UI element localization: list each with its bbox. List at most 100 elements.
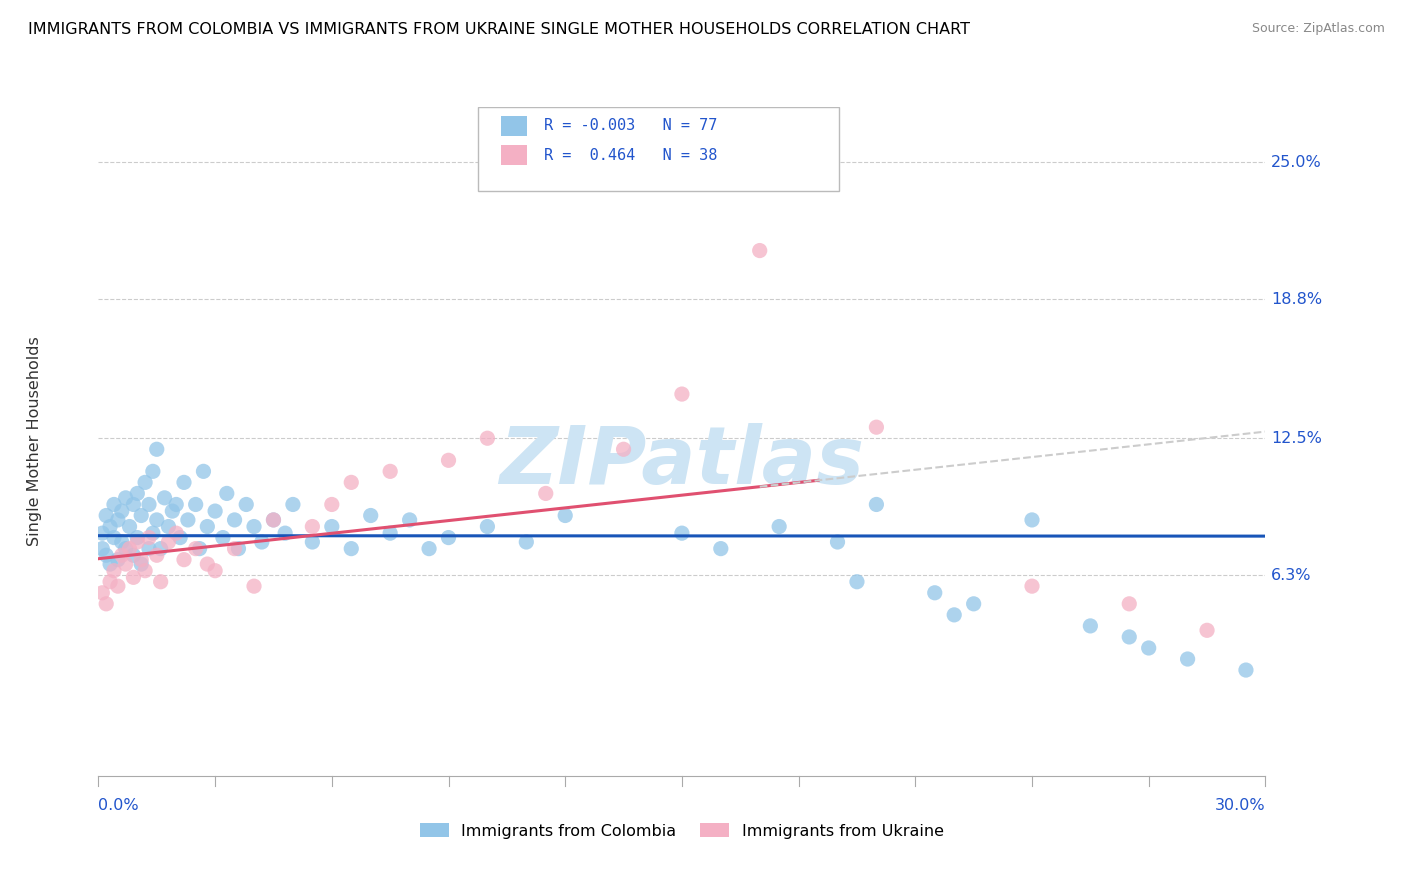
Point — [243, 519, 266, 533]
Text: 12.5%: 12.5% — [1271, 431, 1322, 446]
Point — [962, 597, 984, 611]
Point — [91, 526, 114, 541]
Point — [98, 557, 121, 571]
Point — [114, 491, 136, 505]
Text: 18.8%: 18.8% — [1271, 292, 1323, 307]
Point — [1118, 597, 1140, 611]
Text: ZIPatlas: ZIPatlas — [499, 423, 865, 500]
Point — [1137, 640, 1160, 655]
Point — [165, 498, 187, 512]
FancyBboxPatch shape — [501, 116, 527, 136]
Point — [138, 531, 160, 545]
Point — [96, 597, 118, 611]
Point — [612, 442, 634, 457]
Point — [1195, 624, 1218, 638]
Point — [195, 519, 218, 533]
Point — [173, 475, 195, 490]
Point — [111, 504, 134, 518]
Point — [122, 570, 145, 584]
Point — [748, 244, 770, 258]
Point — [1080, 619, 1102, 633]
Point — [274, 526, 297, 541]
Point — [138, 541, 160, 556]
Text: 6.3%: 6.3% — [1271, 567, 1312, 582]
Point — [91, 586, 114, 600]
Point — [224, 541, 246, 556]
Point — [127, 486, 149, 500]
Point — [204, 564, 226, 578]
Point — [671, 526, 693, 541]
Point — [173, 552, 195, 566]
Point — [96, 508, 118, 523]
Point — [224, 513, 246, 527]
Point — [127, 535, 149, 549]
Point — [250, 535, 273, 549]
Point — [129, 557, 152, 571]
Point — [184, 541, 207, 556]
Point — [1021, 513, 1043, 527]
Point — [111, 548, 134, 562]
Text: 25.0%: 25.0% — [1271, 154, 1322, 169]
Text: Single Mother Households: Single Mother Households — [27, 336, 42, 547]
Point — [107, 552, 129, 566]
Point — [169, 531, 191, 545]
Point — [142, 464, 165, 478]
Point — [515, 535, 537, 549]
Point — [188, 541, 211, 556]
Text: R = -0.003   N = 77: R = -0.003 N = 77 — [544, 119, 717, 133]
Point — [146, 548, 169, 562]
Point — [134, 564, 156, 578]
Point — [477, 519, 499, 533]
Text: IMMIGRANTS FROM COLOMBIA VS IMMIGRANTS FROM UKRAINE SINGLE MOTHER HOUSEHOLDS COR: IMMIGRANTS FROM COLOMBIA VS IMMIGRANTS F… — [28, 22, 970, 37]
Point — [340, 541, 363, 556]
Point — [340, 475, 363, 490]
Point — [360, 508, 382, 523]
Point — [103, 531, 125, 545]
Point — [96, 548, 118, 562]
Point — [114, 557, 136, 571]
Text: Source: ZipAtlas.com: Source: ZipAtlas.com — [1251, 22, 1385, 36]
Point — [215, 486, 238, 500]
Point — [98, 574, 121, 589]
Point — [437, 531, 460, 545]
Point — [1118, 630, 1140, 644]
FancyBboxPatch shape — [501, 145, 527, 165]
Point — [212, 531, 235, 545]
Point — [437, 453, 460, 467]
Point — [111, 535, 134, 549]
Point — [138, 498, 160, 512]
Point — [129, 552, 152, 566]
Point — [129, 508, 152, 523]
Point — [1234, 663, 1257, 677]
Point — [281, 498, 304, 512]
Point — [165, 526, 187, 541]
Legend: Immigrants from Colombia, Immigrants from Ukraine: Immigrants from Colombia, Immigrants fro… — [413, 816, 950, 845]
Point — [554, 508, 576, 523]
Point — [710, 541, 733, 556]
Point — [321, 498, 343, 512]
Point — [671, 387, 693, 401]
Point — [122, 498, 145, 512]
Point — [184, 498, 207, 512]
Point — [262, 513, 284, 527]
Point — [534, 486, 557, 500]
Point — [301, 519, 323, 533]
Point — [114, 541, 136, 556]
Point — [98, 519, 121, 533]
Point — [157, 519, 180, 533]
Point — [142, 526, 165, 541]
Point — [157, 535, 180, 549]
Point — [1177, 652, 1199, 666]
Point — [193, 464, 215, 478]
Point — [1021, 579, 1043, 593]
Point — [243, 579, 266, 593]
Point — [235, 498, 257, 512]
Point — [865, 420, 887, 434]
Point — [103, 498, 125, 512]
Point — [943, 607, 966, 622]
Point — [204, 504, 226, 518]
Point — [146, 442, 169, 457]
Point — [146, 513, 169, 527]
Point — [301, 535, 323, 549]
Point — [418, 541, 440, 556]
